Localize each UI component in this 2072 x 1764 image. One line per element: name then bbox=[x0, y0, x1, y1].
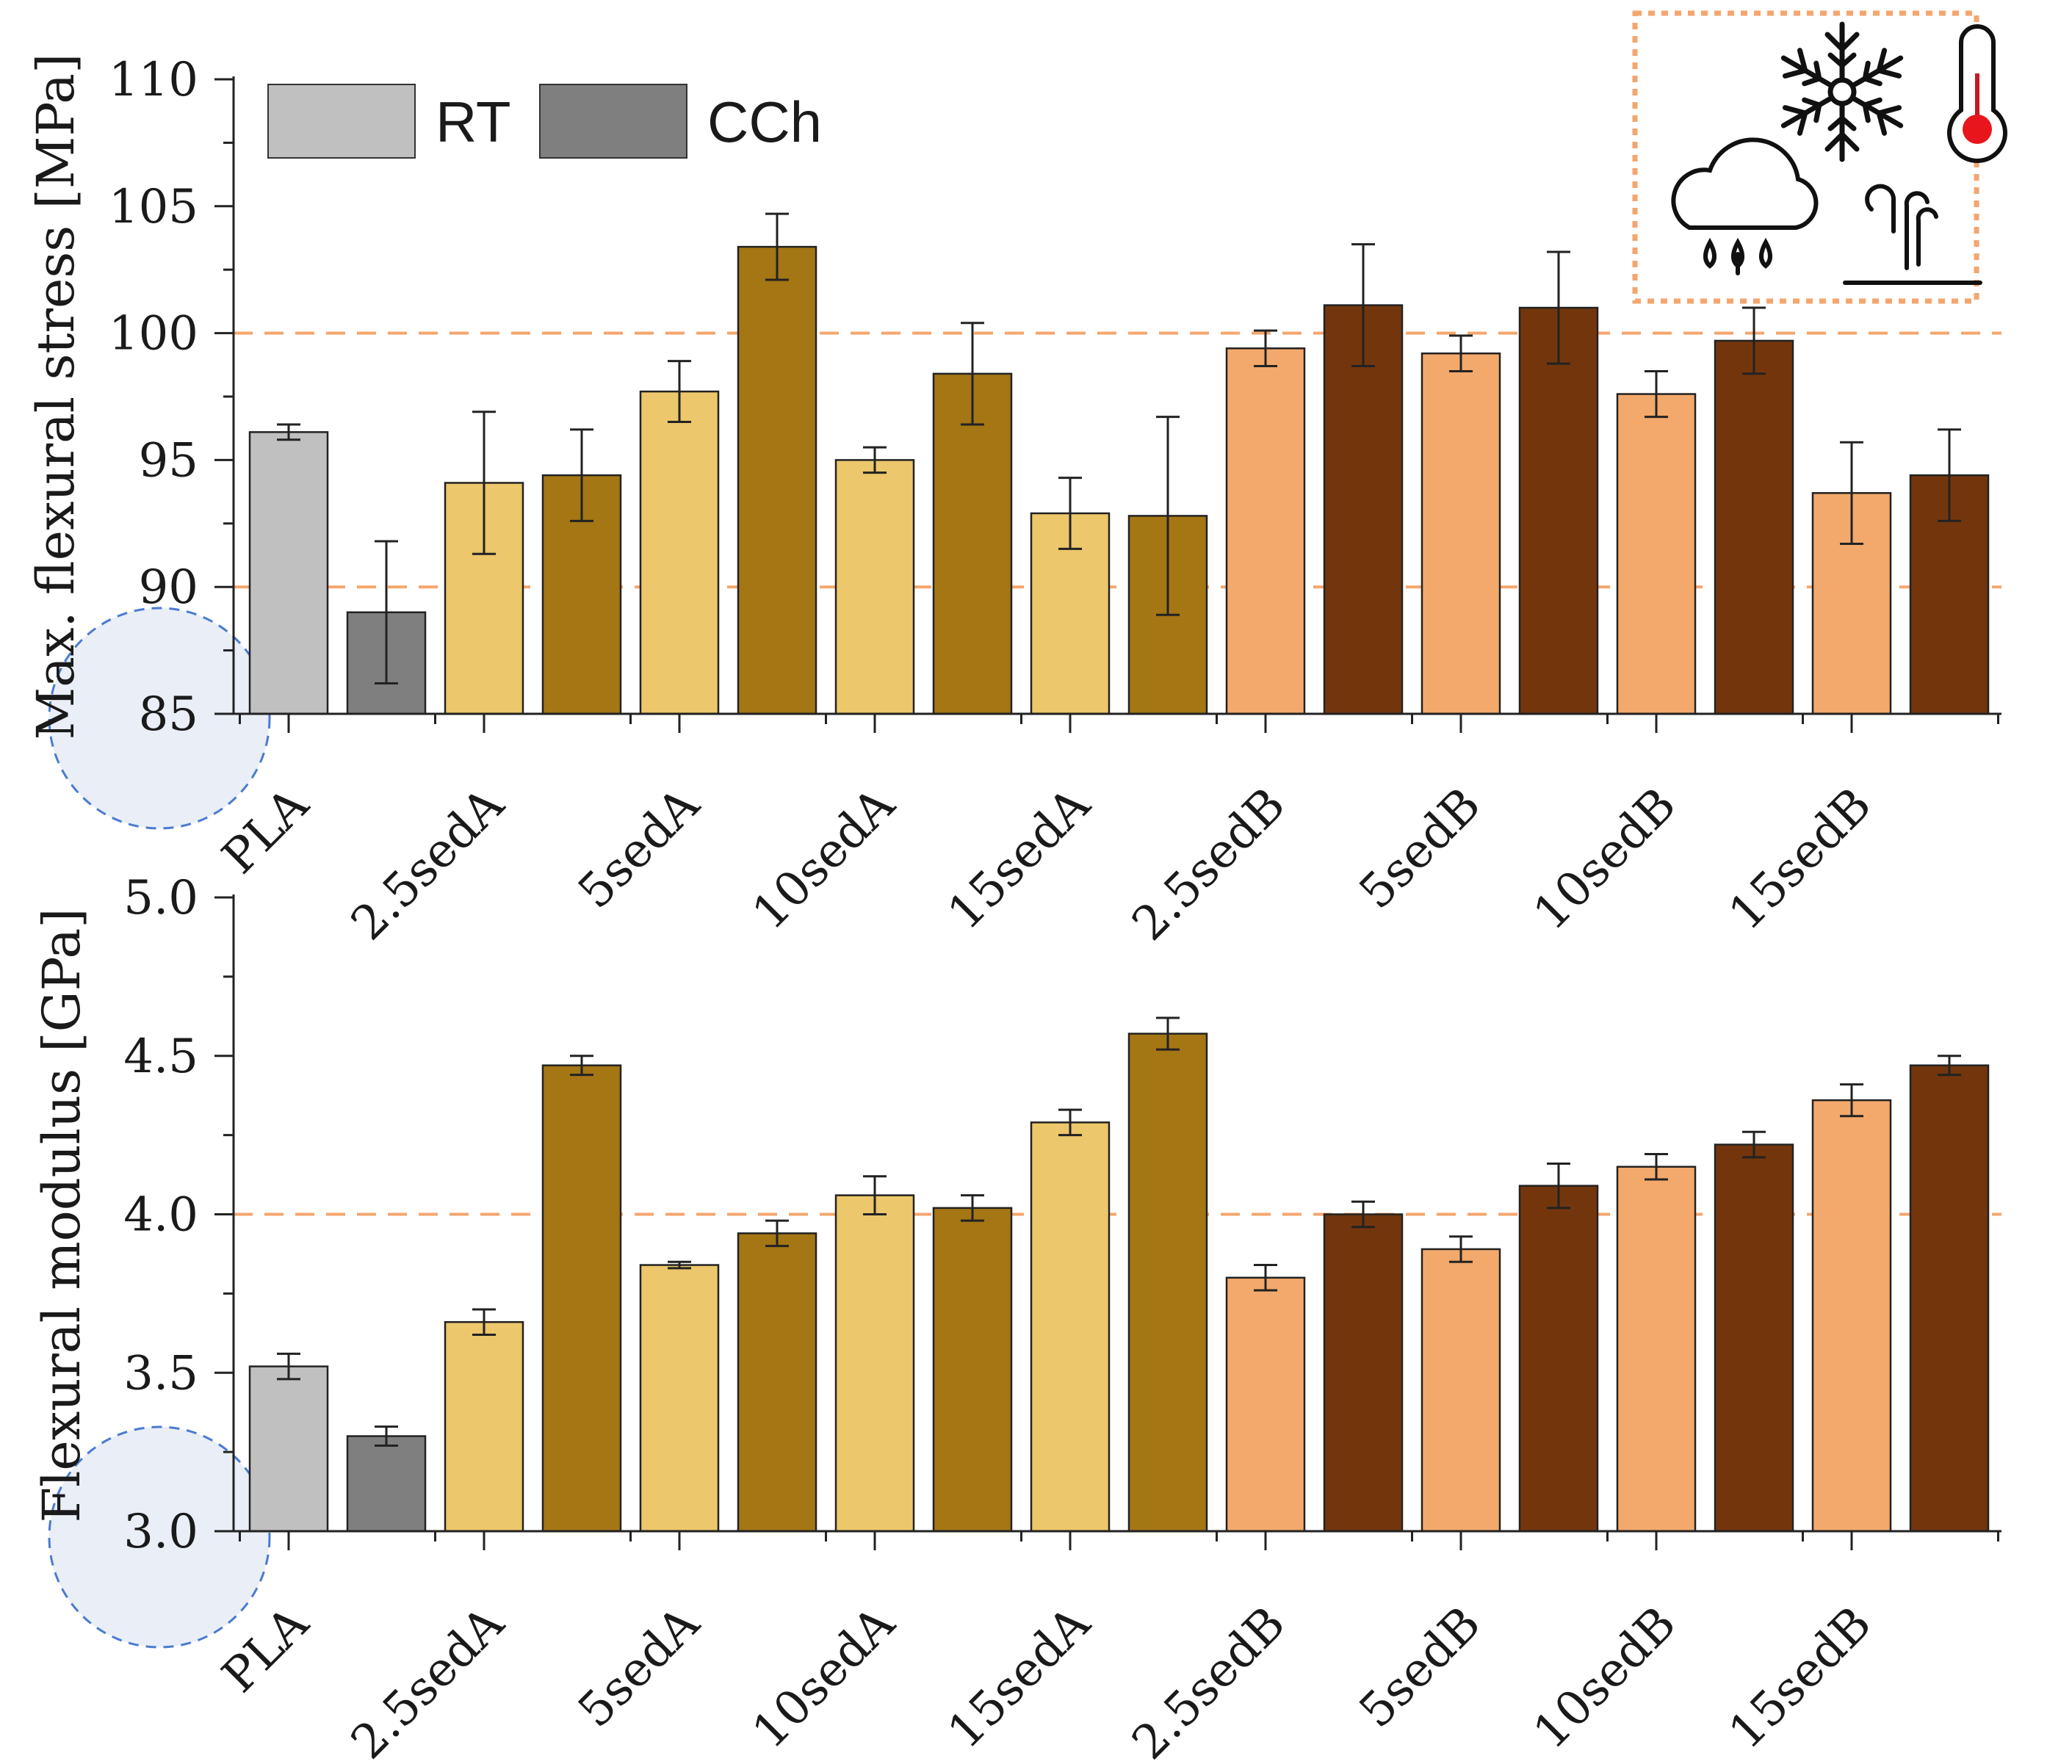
conditions-icon-box bbox=[1632, 10, 2007, 304]
legend: RT CCh bbox=[267, 84, 822, 159]
y-tick-label: 3.0 bbox=[123, 1505, 198, 1559]
y-tick-label: 95 bbox=[139, 433, 198, 488]
legend-swatch-rt bbox=[267, 84, 416, 159]
bar-5sedB-RT bbox=[1421, 352, 1501, 715]
category-label-2.5sedA: 2.5sedA bbox=[341, 1596, 515, 1760]
snowflake-icon bbox=[1780, 21, 1904, 162]
category-label-10sedA: 10sedA bbox=[743, 1596, 906, 1759]
bar-2.5sedB-RT bbox=[1225, 1276, 1306, 1533]
y-tick-label: 4.5 bbox=[123, 1030, 198, 1084]
category-label-2.5sedB: 2.5sedB bbox=[1122, 778, 1296, 952]
y-tick-label: 3.5 bbox=[123, 1346, 198, 1400]
y-tick-label: 5.0 bbox=[123, 871, 198, 925]
y-tick-label: 110 bbox=[109, 53, 198, 107]
bar-5sedA-CCh bbox=[737, 1232, 817, 1533]
highlight-circle-top bbox=[48, 607, 271, 830]
bar-PLA-RT bbox=[248, 431, 329, 715]
bar-10sedA-RT bbox=[834, 459, 915, 715]
bar-5sedB-CCh bbox=[1518, 306, 1599, 715]
icon-box-border bbox=[1632, 10, 1979, 304]
bar-2.5sedA-RT bbox=[444, 1320, 524, 1533]
bar-PLA-RT bbox=[248, 1365, 329, 1533]
y-tick-label: 4.0 bbox=[123, 1188, 198, 1243]
category-label-5sedB: 5sedB bbox=[1349, 1597, 1491, 1738]
bar-5sedA-RT bbox=[639, 1264, 720, 1533]
category-label-15sedA: 15sedA bbox=[938, 1596, 1101, 1759]
y-axis-title: Flexural modulus [GPa] bbox=[32, 908, 92, 1522]
bar-5sedB-CCh bbox=[1518, 1185, 1599, 1533]
bar-10sedB-RT bbox=[1616, 393, 1697, 715]
y-tick-label: 105 bbox=[109, 180, 198, 234]
rain-cloud-icon bbox=[1671, 137, 1819, 275]
highlight-circle-bottom bbox=[48, 1425, 271, 1649]
thermometer-icon bbox=[1947, 24, 2007, 163]
bar-5sedA-RT bbox=[639, 390, 720, 715]
y-tick-label: 100 bbox=[109, 307, 198, 361]
category-label-5sedB: 5sedB bbox=[1349, 778, 1491, 919]
category-label-2.5sedB: 2.5sedB bbox=[1122, 1597, 1296, 1760]
category-label-10sedB: 10sedB bbox=[1523, 778, 1686, 941]
bar-10sedA-CCh bbox=[932, 372, 1013, 715]
bar-10sedB-CCh bbox=[1714, 1143, 1794, 1533]
bar-15sedA-CCh bbox=[1127, 1033, 1208, 1533]
category-label-2.5sedA: 2.5sedA bbox=[341, 777, 515, 951]
bar-2.5sedB-RT bbox=[1225, 347, 1306, 715]
bar-2.5sedA-CCh bbox=[541, 1064, 622, 1533]
bar-10sedA-RT bbox=[834, 1194, 915, 1533]
bar-15sedB-CCh bbox=[1909, 1064, 1990, 1533]
bar-5sedB-RT bbox=[1421, 1248, 1501, 1533]
bar-15sedA-RT bbox=[1030, 1121, 1111, 1533]
category-label-10sedA: 10sedA bbox=[743, 777, 906, 940]
legend-swatch-cch bbox=[539, 84, 687, 159]
category-label-15sedA: 15sedA bbox=[938, 777, 1101, 940]
y-axis-title: Max. flexural stress [MPa] bbox=[26, 54, 86, 740]
category-label-15sedB: 15sedB bbox=[1719, 778, 1882, 941]
bar-10sedB-RT bbox=[1616, 1165, 1697, 1533]
category-label-5sedA: 5sedA bbox=[568, 777, 710, 919]
y-tick-label: 85 bbox=[139, 687, 198, 742]
category-label-15sedB: 15sedB bbox=[1719, 1597, 1882, 1760]
bar-5sedA-CCh bbox=[737, 245, 817, 715]
legend-label-cch: CCh bbox=[707, 90, 822, 154]
bar-15sedB-RT bbox=[1811, 1099, 1892, 1533]
bar-2.5sedB-CCh bbox=[1323, 1213, 1404, 1533]
legend-label-rt: RT bbox=[436, 90, 511, 154]
wind-icon bbox=[1843, 184, 1982, 285]
bar-10sedA-CCh bbox=[932, 1207, 1013, 1533]
bar-PLA-CCh bbox=[346, 1435, 427, 1533]
category-label-10sedB: 10sedB bbox=[1523, 1597, 1686, 1760]
category-label-5sedA: 5sedA bbox=[568, 1596, 710, 1738]
y-tick-label: 90 bbox=[139, 560, 198, 615]
bar-10sedB-CCh bbox=[1714, 339, 1794, 715]
